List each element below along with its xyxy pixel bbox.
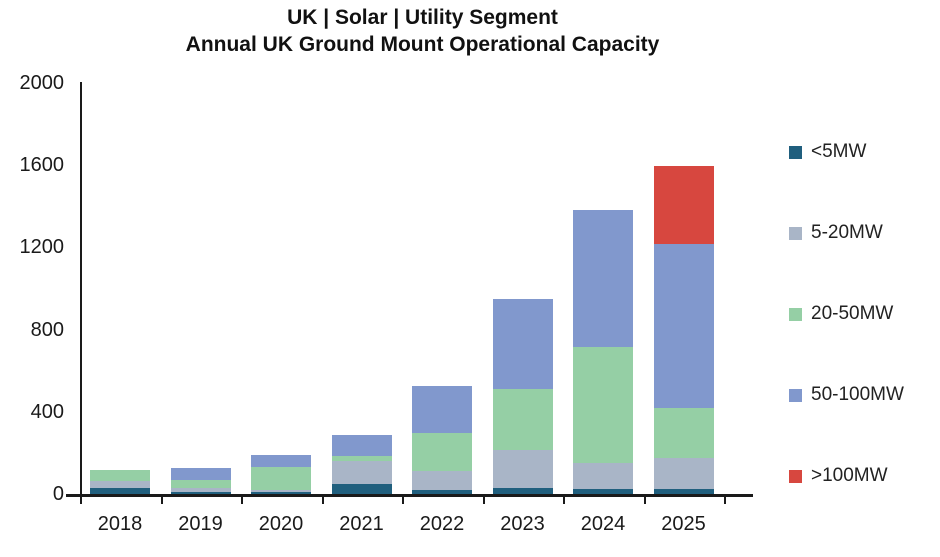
legend-label: 50-100MW (811, 384, 904, 405)
legend-item->100MW: >100MW (789, 465, 888, 486)
y-axis-label-400: 400 (30, 400, 64, 423)
bar-segment-2019-50-100MW (170, 468, 231, 480)
y-axis-line (80, 82, 82, 497)
bar-segment-2020-50-100MW (251, 454, 311, 468)
x-axis-tick (563, 497, 565, 504)
y-axis-label-800: 800 (30, 318, 64, 341)
bar-segment-2023-<5MW (492, 487, 553, 494)
bar-segment-2020-<5MW (251, 491, 311, 494)
legend-item-5-20MW: 5-20MW (789, 222, 883, 243)
legend-item-50-100MW: 50-100MW (789, 384, 904, 405)
y-axis-label-0: 0 (52, 483, 64, 505)
bar-segment-2022-50-100MW (412, 386, 472, 434)
legend-label: <5MW (811, 141, 867, 162)
bar-segment-2022-20-50MW (412, 433, 472, 472)
x-axis-tick (643, 497, 646, 504)
bar-segment-2019-<5MW (170, 491, 231, 494)
x-axis-label-2024: 2024 (580, 513, 626, 535)
x-axis-label-2022: 2022 (419, 513, 465, 535)
chart-title-line2: Annual UK Ground Mount Operational Capac… (185, 33, 660, 56)
bar-segment-2025-5-20MW (653, 458, 714, 489)
y-axis-label-2000: 2000 (19, 72, 65, 94)
bar-segment-2024-<5MW (573, 488, 633, 494)
legend-label: 5-20MW (811, 222, 883, 243)
legend: <5MW 5-20MW 20-50MW 50-100MW >100MW (789, 0, 939, 557)
bar-segment-2019-5-20MW (170, 487, 231, 492)
bar-segment-2021-50-100MW (331, 435, 392, 456)
x-axis-label-2019: 2019 (178, 513, 223, 535)
legend-item-<5MW: <5MW (789, 141, 867, 162)
bar-segment-2018-5-20MW (90, 480, 150, 488)
bar-segment-2025-<5MW (653, 488, 714, 494)
bar-segment-2025->100MW (653, 166, 714, 245)
x-axis-tick (402, 497, 404, 504)
x-axis-tick (241, 497, 243, 504)
x-axis-tick (160, 497, 163, 504)
legend-label: >100MW (811, 465, 888, 486)
x-axis-label-2025: 2025 (661, 513, 706, 535)
x-axis-tick (482, 497, 485, 504)
bar-segment-2020-5-20MW (251, 489, 311, 492)
legend-swatch-icon (789, 388, 802, 402)
bar-segment-2025-50-100MW (653, 244, 714, 408)
x-axis-tick (321, 497, 324, 504)
x-axis-tick (724, 497, 726, 504)
bar-segment-2023-5-20MW (492, 449, 553, 488)
bar-segment-2023-20-50MW (492, 389, 553, 450)
legend-item-20-50MW: 20-50MW (789, 303, 894, 324)
x-axis-line (66, 494, 753, 497)
bar-segment-2021-<5MW (331, 483, 392, 494)
y-axis-label-1200: 1200 (19, 236, 65, 259)
bar-segment-2023-50-100MW (492, 298, 553, 390)
bar-segment-2022-5-20MW (412, 471, 472, 490)
legend-swatch-icon (789, 307, 802, 321)
bar-segment-2024-5-20MW (573, 463, 633, 489)
bar-segment-2021-5-20MW (331, 461, 392, 484)
legend-swatch-icon (789, 145, 802, 159)
x-axis-label-2021: 2021 (339, 513, 384, 535)
y-axis-label-1600: 1600 (19, 154, 65, 177)
legend-swatch-icon (789, 226, 802, 240)
chart-title: UK | Solar | Utility Segment Annual UK G… (0, 4, 845, 58)
legend-label: 20-50MW (811, 303, 894, 324)
bar-segment-2025-20-50MW (653, 407, 714, 459)
bar-segment-2018-20-50MW (90, 470, 150, 481)
x-axis-label-2020: 2020 (258, 513, 304, 535)
bar-segment-2021-20-50MW (331, 455, 392, 462)
bar-segment-2020-20-50MW (251, 467, 311, 490)
bar-segment-2022-<5MW (412, 489, 472, 494)
chart-title-line1: UK | Solar | Utility Segment (287, 6, 558, 29)
x-axis-label-2018: 2018 (97, 513, 143, 535)
bar-segment-2024-20-50MW (573, 347, 633, 464)
bar-segment-2018-<5MW (90, 487, 150, 494)
bar-segment-2019-20-50MW (170, 479, 231, 488)
x-axis-label-2023: 2023 (500, 513, 545, 535)
legend-swatch-icon (789, 469, 802, 483)
x-axis-tick (80, 497, 82, 504)
bar-segment-2024-50-100MW (573, 210, 633, 348)
